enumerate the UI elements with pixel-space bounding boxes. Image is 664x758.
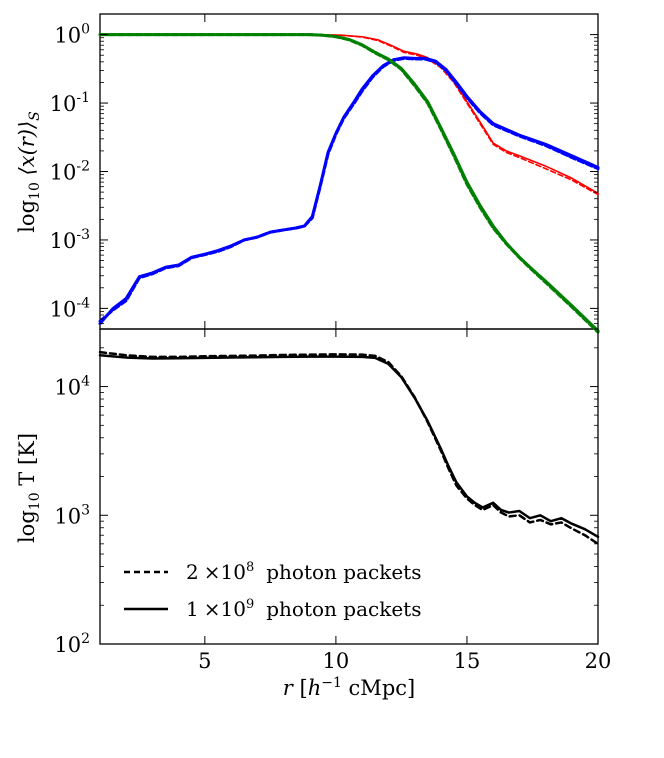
bottom-ytick-label-1: 103 <box>54 502 90 528</box>
xtick-label-2: 15 <box>454 649 481 673</box>
top-series-5-line <box>98 33 600 333</box>
legend-text-solid: photon packets <box>266 597 421 621</box>
top-series-0-line <box>99 33 599 196</box>
legend-coef-solid: 1 <box>186 597 199 621</box>
legend-times-solid: ×10 <box>204 597 246 621</box>
top-ticks-group: 100 10-1 10-2 10-3 10-4 <box>50 13 599 330</box>
bottom-ylabel-body: T [K] <box>15 433 39 492</box>
top-ylabel: log10 ⟨x(r)⟩S <box>15 111 43 233</box>
bottom-ticks-group: 104 103 102 5 10 15 20 <box>54 329 611 673</box>
top-series-group <box>98 33 600 334</box>
top-ylabel-body: ⟨x(r)⟩ <box>15 121 39 182</box>
xlabel-unit: cMpc] <box>342 676 415 700</box>
xlabel-exp: −1 <box>321 675 342 691</box>
xtick-label-1: 10 <box>323 649 350 673</box>
top-series-4-line <box>98 33 600 334</box>
legend-text-dashed: photon packets <box>266 560 421 584</box>
xlabel: r [h−1 cMpc] <box>283 675 415 700</box>
bottom-series-group <box>98 350 600 546</box>
bottom-series-1-line <box>98 354 600 539</box>
top-series-2-line <box>98 56 600 323</box>
legend-label-dashed: 2 ×108 photon packets <box>186 560 421 584</box>
bottom-ytick-label-0: 104 <box>54 374 90 400</box>
top-ytick-label-3: 10-3 <box>50 227 90 253</box>
bottom-ytick-label-2: 102 <box>54 631 90 657</box>
top-ylabel-sub2: S <box>27 111 43 121</box>
legend-label-solid: 1 ×109 photon packets <box>186 597 421 621</box>
xlabel-h: h <box>308 676 322 700</box>
xlabel-r: r <box>283 676 295 700</box>
top-ylabel-sub: 10 <box>27 182 43 200</box>
bottom-plot-frame <box>99 328 599 645</box>
xlabel-open: [ <box>293 676 308 700</box>
legend-coef-dashed: 2 <box>186 560 199 584</box>
bottom-ylabel-sub: 10 <box>27 492 43 510</box>
legend-times-dashed: ×10 <box>204 560 246 584</box>
bottom-ylabel: log10 T [K] <box>15 433 43 543</box>
top-ytick-label-4: 10-4 <box>50 295 90 321</box>
top-ylabel-log: log <box>15 200 39 233</box>
top-plot-frame <box>99 13 599 330</box>
top-series-1-line <box>99 33 599 195</box>
xtick-label-3: 20 <box>585 649 612 673</box>
top-ytick-label-2: 10-2 <box>50 159 90 185</box>
top-ytick-label-0: 100 <box>54 22 90 48</box>
top-series-3-line <box>98 56 600 326</box>
legend-exp-solid: 9 <box>246 597 254 612</box>
bottom-ylabel-log: log <box>15 510 39 543</box>
xtick-label-0: 5 <box>198 649 211 673</box>
legend: 2 ×108 photon packets 1 ×109 photon packets <box>124 560 421 621</box>
legend-exp-dashed: 8 <box>246 560 254 575</box>
top-ytick-label-1: 10-1 <box>50 90 90 116</box>
